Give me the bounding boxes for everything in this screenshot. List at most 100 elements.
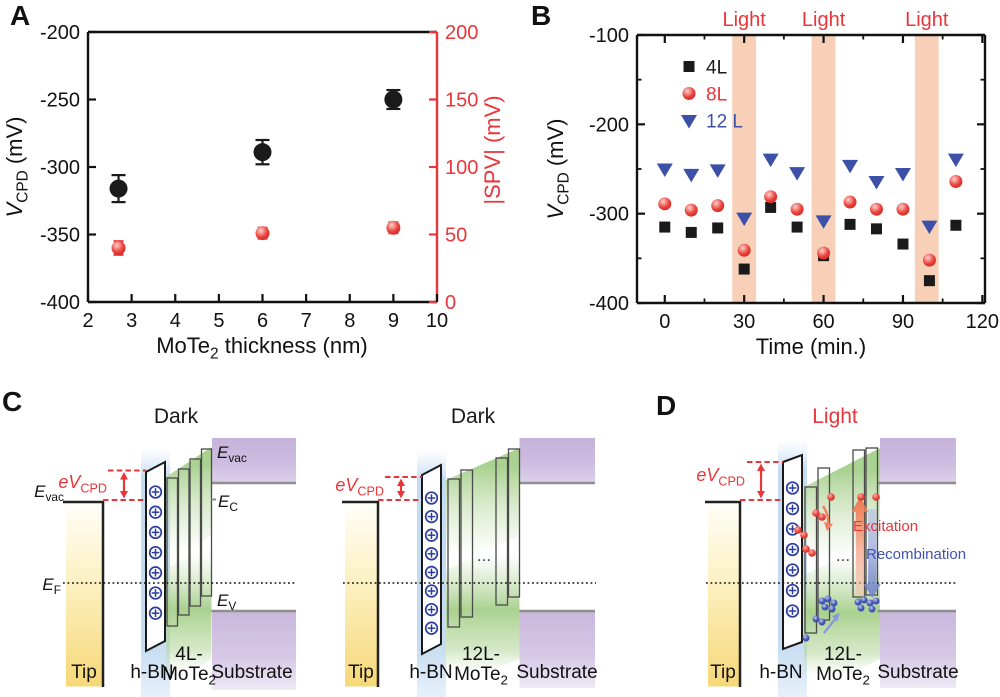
valence-band-shading	[446, 539, 520, 690]
x-tick-label: 8	[344, 310, 355, 332]
y-tick-label: -400	[40, 292, 80, 314]
electron-dot	[857, 493, 865, 501]
excitation-label: Excitation	[853, 518, 918, 535]
y2-tick-label: 50	[445, 225, 467, 247]
mote2-well	[852, 449, 866, 598]
substrate-lower-block	[519, 611, 595, 688]
hole-dot	[868, 605, 876, 613]
x-tick-label: 2	[82, 310, 93, 332]
panel-a-letter: A	[10, 0, 31, 31]
tip-label: Tip	[71, 662, 97, 683]
panel-d-letter: D	[656, 390, 677, 421]
legend-label: 8L	[706, 85, 727, 106]
ellipsis-label: ...	[477, 546, 491, 565]
light-band	[732, 36, 757, 302]
y-tick-label: -350	[40, 225, 80, 247]
x-tick-label: 3	[126, 310, 137, 332]
panel-b-letter: B	[531, 0, 552, 31]
mote2-well	[200, 448, 213, 597]
y-tick-label: -300	[589, 204, 629, 226]
x-tick-label: 60	[812, 311, 834, 333]
x-axis-label: MoTe2 thickness (nm)	[156, 333, 368, 362]
x-axis-label: Time (min.)	[756, 334, 866, 359]
hbn-label: h-BN	[130, 662, 173, 683]
ef-label: EF	[42, 575, 61, 597]
data-point	[111, 241, 126, 255]
hole-dot	[866, 599, 874, 607]
x-tick-label: 5	[213, 310, 224, 332]
hole-dot	[821, 603, 829, 611]
x-tick-label: 0	[659, 311, 670, 333]
substrate-upper-block	[880, 438, 956, 483]
material-label: 12L-	[824, 644, 862, 665]
light-band-label: Light	[802, 9, 846, 31]
hole-dot	[860, 596, 868, 604]
evac-substrate-label: Evac	[217, 443, 247, 465]
substrate-label: Substrate	[211, 662, 292, 683]
hbn-label: h-BN	[409, 662, 452, 683]
electron-dot	[827, 493, 835, 501]
tip-evac-outline	[342, 500, 380, 687]
y-tick-label: -250	[40, 90, 80, 112]
substrate-label: Substrate	[516, 662, 597, 683]
electron-dot	[800, 531, 808, 539]
y2-tick-label: 100	[445, 157, 478, 179]
tip-evac-outline	[63, 500, 105, 687]
tip-evac-outline	[705, 500, 742, 687]
light-band-label: Light	[722, 9, 766, 31]
substrate-upper-block	[212, 438, 296, 483]
tip-block	[708, 503, 739, 687]
data-point	[384, 90, 403, 109]
evcpd-label: eVCPD	[58, 472, 107, 495]
legend-label: 12 L	[706, 112, 743, 133]
y-tick-label: -400	[589, 293, 629, 315]
hole-dot	[824, 595, 832, 603]
hole-dot	[802, 634, 810, 642]
light-band-label: Light	[905, 9, 949, 31]
electron-dot	[818, 513, 826, 521]
x-tick-label: 7	[301, 310, 312, 332]
y2-tick-label: 150	[445, 90, 478, 112]
x-tick-label: 30	[733, 311, 755, 333]
diagram-title: Light	[812, 405, 858, 428]
mote2-well	[166, 477, 179, 627]
mote2-well	[189, 458, 202, 607]
tip-block	[66, 503, 102, 687]
light-band	[914, 36, 939, 302]
electron-dot	[812, 509, 820, 517]
material-label: MoTe2	[816, 664, 870, 688]
mote2-well	[804, 486, 818, 634]
conduction-band-shading	[446, 448, 520, 568]
y-tick-label: -200	[40, 22, 80, 44]
mote2-well	[447, 478, 461, 628]
tip-label: Tip	[348, 662, 374, 683]
data-point	[253, 143, 272, 162]
tip-block	[345, 503, 377, 687]
data-point	[109, 179, 128, 198]
ev-label: EV	[217, 591, 236, 613]
hole-dot	[828, 605, 836, 613]
evcpd-label: eVCPD	[696, 465, 745, 488]
data-point	[386, 220, 401, 235]
y2-tick-label: 200	[445, 22, 478, 44]
electron-transfer-arrow	[821, 505, 830, 525]
evcpd-label: eVCPD	[335, 475, 384, 498]
electron-dot	[794, 526, 802, 534]
mote2-well	[460, 469, 474, 618]
evac-tip-label: Evac	[34, 482, 64, 504]
light-band	[811, 36, 836, 302]
chart-vcpd-vs-time: Light Light Light -100 -200 -300 -400 0 30 60 90 12…	[543, 9, 999, 359]
mote2-well	[495, 457, 509, 606]
hole-dot	[818, 597, 826, 605]
hbn-label: h-BN	[759, 662, 802, 683]
substrate-label: Substrate	[877, 662, 958, 683]
y-tick-label: -200	[589, 114, 629, 136]
hole-dot	[818, 618, 826, 626]
electron-dot	[802, 545, 810, 553]
electron-dot	[808, 549, 816, 557]
chart-vcpd-vs-thickness: -200 -250 -300 -350 -400 200 150 100 50 0 2 3 4 5 6 7 8 9…	[2, 22, 505, 362]
diagram-title: Dark	[154, 405, 199, 428]
hole-dot	[854, 598, 862, 606]
